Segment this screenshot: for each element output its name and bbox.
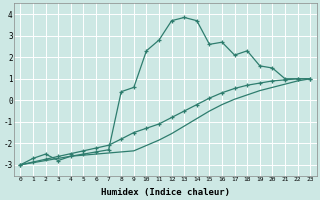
X-axis label: Humidex (Indice chaleur): Humidex (Indice chaleur) [101, 188, 230, 197]
